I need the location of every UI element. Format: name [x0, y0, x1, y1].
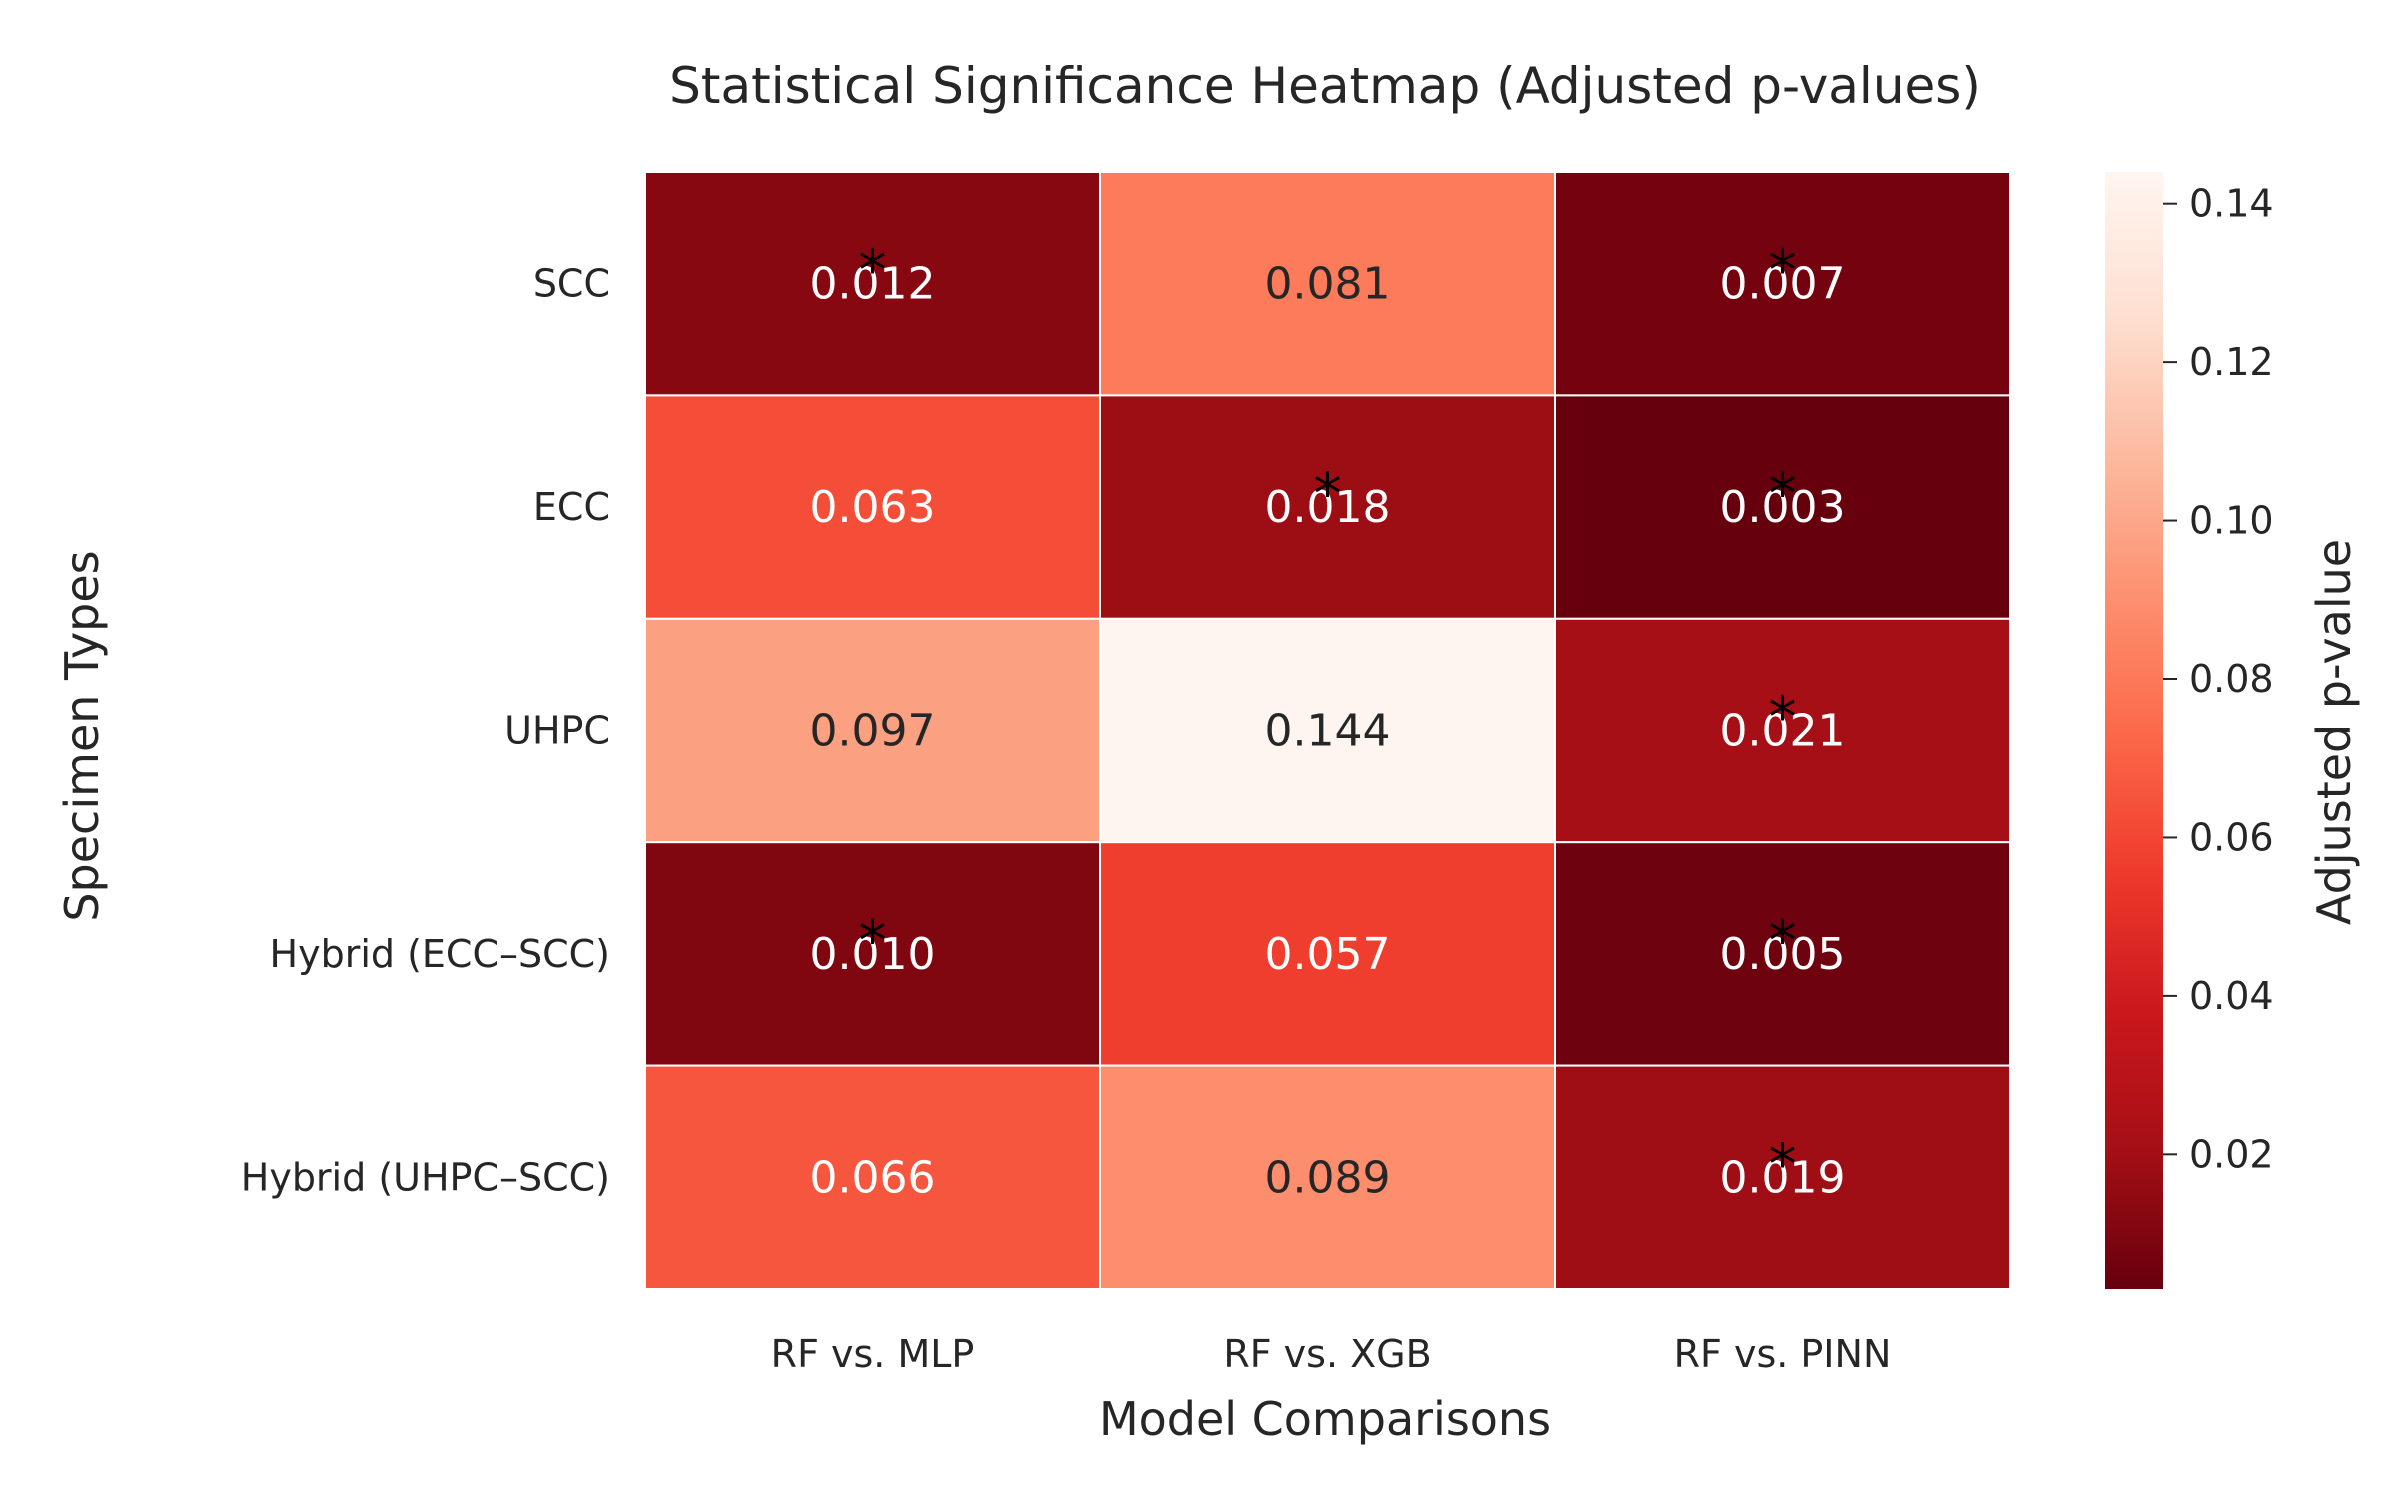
- colorbar-tick-label: 0.14: [2189, 182, 2274, 226]
- x-tick-label: RF vs. XGB: [1223, 1332, 1431, 1376]
- heatmap-cell: [644, 841, 1101, 1067]
- cell-value-label: 0.144: [1265, 706, 1391, 757]
- y-tick-label: Hybrid (UHPC–SCC): [241, 1155, 610, 1199]
- significance-marker: *: [1769, 1132, 1797, 1197]
- cell-value-label: 0.018: [1265, 482, 1391, 533]
- y-tick-labels: SCC ECC UHPC Hybrid (ECC–SCC) Hybrid (UHPC–S…: [241, 262, 610, 1200]
- heatmap-cell: [644, 394, 1101, 620]
- heatmap-cell: [644, 617, 1101, 844]
- cell-value-label: 0.063: [810, 482, 936, 533]
- heatmap-cell: [1554, 1064, 2011, 1290]
- cell-value-label: 0.097: [810, 706, 936, 757]
- heatmap-cell: [1554, 171, 2011, 397]
- heatmap-cell: [1099, 841, 1556, 1067]
- cell-value-label: 0.005: [1720, 929, 1846, 980]
- significance-marker: *: [859, 239, 887, 304]
- cell-value-label: 0.021: [1720, 706, 1846, 757]
- significance-marker: *: [1769, 909, 1797, 974]
- cell-value-label: 0.007: [1720, 259, 1846, 310]
- cell-value-label: 0.066: [810, 1152, 936, 1203]
- colorbar-tick-label: 0.08: [2189, 657, 2274, 701]
- cell-value-label: 0.012: [810, 259, 936, 310]
- significance-marker: *: [859, 909, 887, 974]
- significance-marker: *: [1769, 686, 1797, 751]
- colorbar-tick-label: 0.02: [2189, 1132, 2274, 1176]
- heatmap-cell: [1554, 617, 2011, 844]
- y-tick-label: ECC: [533, 485, 610, 529]
- cell-value-label: 0.081: [1265, 259, 1391, 310]
- x-tick-label: RF vs. PINN: [1674, 1332, 1892, 1376]
- colorbar-gradient: [2105, 172, 2163, 1289]
- cell-value-label: 0.019: [1720, 1152, 1846, 1203]
- heatmap-cell: [1099, 171, 1556, 397]
- significance-marker: *: [1314, 462, 1342, 527]
- colorbar-tick-label: 0.06: [2189, 815, 2274, 859]
- significance-marker: *: [1769, 462, 1797, 527]
- cell-value-label: 0.010: [810, 929, 936, 980]
- chart-title: Statistical Significance Heatmap (Adjust…: [669, 57, 1981, 115]
- heatmap-cell: [1554, 841, 2011, 1067]
- y-tick-label: SCC: [533, 262, 610, 306]
- y-tick-label: Hybrid (ECC–SCC): [270, 932, 610, 976]
- cell-value-label: 0.003: [1720, 482, 1846, 533]
- heatmap-cells: 0.012* 0.081 0.007*0.063 0.018* 0.003*0.097 0…: [644, 171, 2011, 1290]
- colorbar: 0.02 0.04 0.06 0.08 0.10 0.12 0.14: [2105, 172, 2274, 1289]
- colorbar-tick-label: 0.04: [2189, 974, 2274, 1018]
- cell-value-label: 0.057: [1265, 929, 1391, 980]
- heatmap-cell: [1099, 394, 1556, 620]
- x-tick-label: RF vs. MLP: [771, 1332, 975, 1376]
- y-tick-label: UHPC: [504, 709, 610, 753]
- x-axis-label: Model Comparisons: [1099, 1392, 1551, 1446]
- colorbar-tick-label: 0.12: [2189, 340, 2274, 384]
- heatmap-cell: [1554, 394, 2011, 620]
- colorbar-tick-label: 0.10: [2189, 499, 2274, 543]
- heatmap-cell: [644, 171, 1101, 397]
- significance-marker: *: [1769, 239, 1797, 304]
- y-axis-label: Specimen Types: [55, 550, 109, 921]
- heatmap-cell: [1099, 1064, 1556, 1290]
- x-tick-labels: RF vs. MLP RF vs. XGB RF vs. PINN: [771, 1332, 1892, 1376]
- heatmap-cell: [644, 1064, 1101, 1290]
- cell-value-label: 0.089: [1265, 1152, 1391, 1203]
- heatmap-cell: [1099, 617, 1556, 844]
- colorbar-label: Adjusted p-value: [2307, 539, 2361, 925]
